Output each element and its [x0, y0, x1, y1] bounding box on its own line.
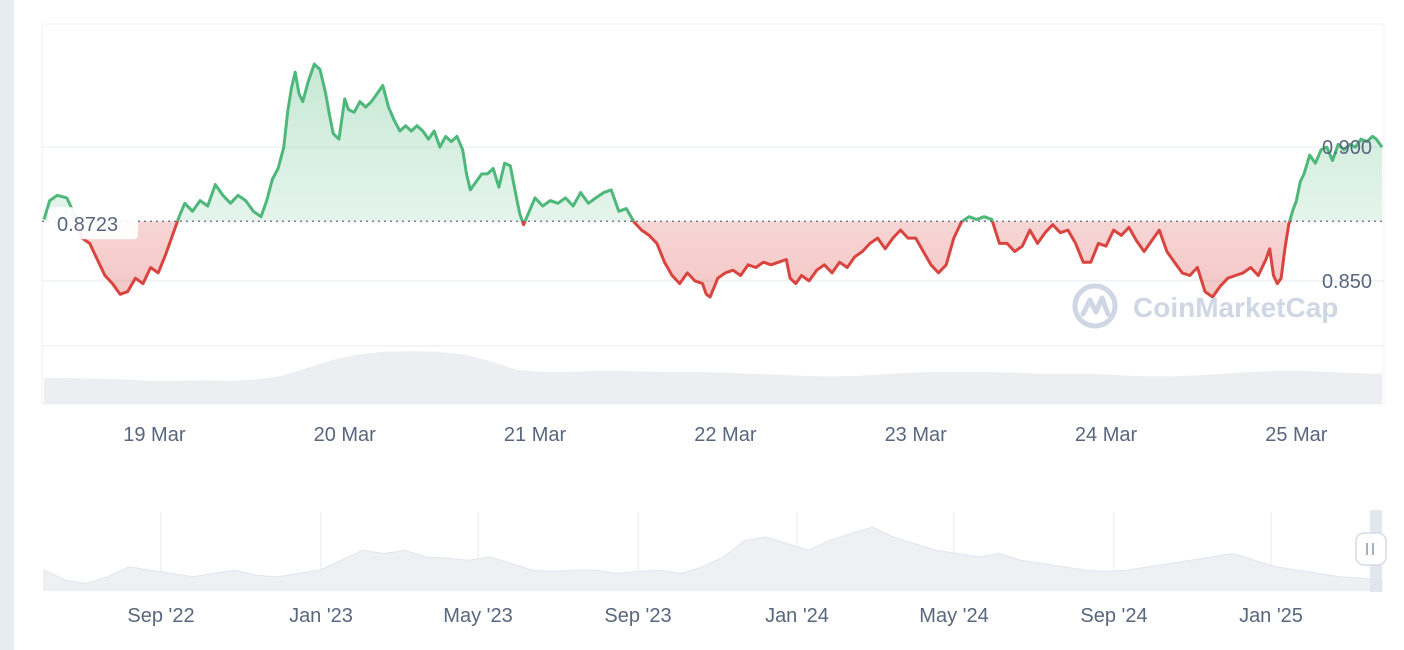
baseline-label: 0.8723	[48, 207, 138, 240]
x-tick-label-6: 25 Mar	[1265, 424, 1328, 446]
watermark: CoinMarketCap	[1072, 283, 1338, 329]
volume-bars	[44, 351, 1382, 404]
x-axis-labels: 19 Mar 20 Mar 21 Mar 22 Mar 23 Mar 24 Mar 25 M…	[123, 424, 1328, 446]
x-tick-label-3: 22 Mar	[694, 424, 757, 446]
baseline-value: 0.8723	[57, 214, 118, 236]
watermark-text: CoinMarketCap	[1133, 292, 1338, 323]
navigator-x-labels: Sep '22 Jan '23 May '23 Sep '23 Jan '24 May '…	[127, 605, 1303, 627]
navigator-tick-label-4: Jan '24	[765, 605, 829, 627]
y-tick-label-0: 0.900	[1322, 137, 1372, 159]
volume-area	[44, 351, 1382, 404]
navigator-tick-label-0: Sep '22	[127, 605, 194, 627]
price-line-down	[75, 221, 1292, 299]
y-axis-labels: 0.900 0.850	[1322, 137, 1372, 293]
drag-handle-icon	[1366, 543, 1374, 555]
navigator-tick-label-3: Sep '23	[604, 605, 671, 627]
x-tick-label-1: 20 Mar	[314, 424, 377, 446]
y-tick-label-1: 0.850	[1322, 271, 1372, 293]
navigator[interactable]: Sep '22 Jan '23 May '23 Sep '23 Jan '24 May '…	[42, 510, 1387, 627]
coinmarketcap-logo-icon	[1072, 283, 1118, 329]
area-above-baseline	[44, 64, 1382, 222]
navigator-tick-label-1: Jan '23	[289, 605, 353, 627]
navigator-handle[interactable]	[1355, 532, 1387, 566]
navigator-area	[43, 526, 1383, 591]
price-line-up	[42, 62, 1384, 222]
x-tick-label-4: 23 Mar	[885, 424, 948, 446]
x-tick-label-2: 21 Mar	[504, 424, 567, 446]
x-tick-label-0: 19 Mar	[123, 424, 186, 446]
price-area	[42, 62, 1384, 299]
navigator-tick-label-5: May '24	[919, 605, 988, 627]
x-tick-label-5: 24 Mar	[1075, 424, 1138, 446]
navigator-tick-label-6: Sep '24	[1080, 605, 1147, 627]
left-edge-strip	[0, 0, 14, 650]
navigator-tick-label-2: May '23	[443, 605, 512, 627]
area-below-baseline	[76, 221, 1290, 297]
navigator-tick-label-7: Jan '25	[1239, 605, 1303, 627]
